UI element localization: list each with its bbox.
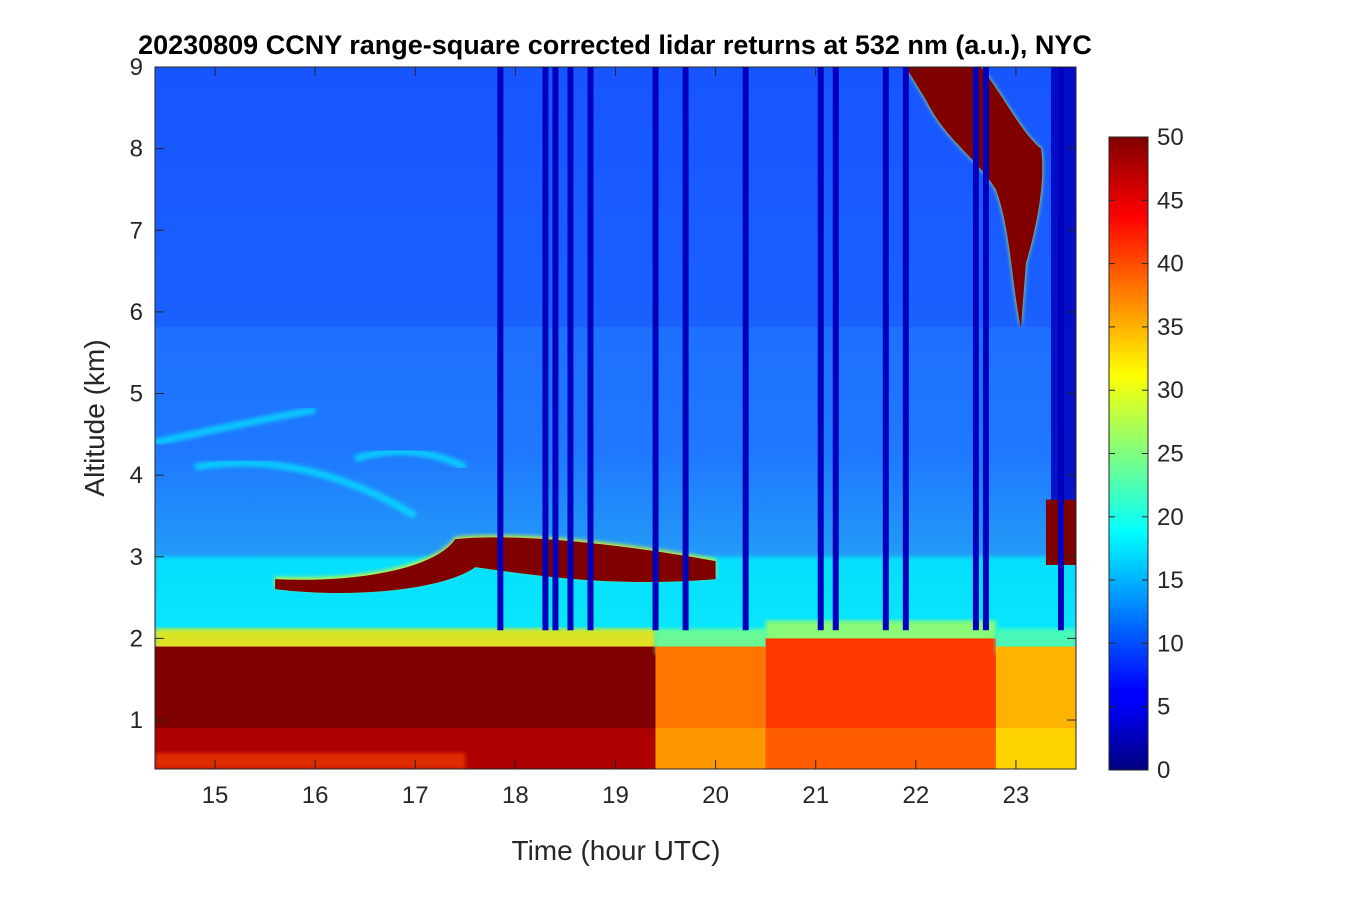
colorbar-tick-label: 5 (1157, 694, 1170, 721)
data-gap-stripe (552, 67, 559, 631)
colorbar-tick-label: 10 (1157, 630, 1184, 657)
cirrus-filament (354, 448, 467, 471)
y-tick-label: 3 (130, 544, 143, 571)
data-gap-stripe (567, 67, 574, 631)
colorbar-tick-label: 20 (1157, 504, 1184, 531)
aerosol-layer (275, 537, 716, 593)
colorbar-tick-label: 45 (1157, 187, 1184, 214)
heatmap-plot-area (155, 67, 1076, 769)
y-tick-label: 8 (130, 136, 143, 163)
high-cloud (905, 67, 1043, 329)
data-gap-stripe (982, 67, 989, 631)
data-gap-stripe (902, 67, 909, 631)
x-tick-label: 18 (502, 782, 529, 809)
colorbar-tick-label: 40 (1157, 251, 1184, 278)
colorbar-tick-label: 15 (1157, 567, 1184, 594)
data-gap-stripe (972, 67, 979, 631)
surface-layer-left (155, 752, 466, 769)
x-tick-label: 16 (302, 782, 329, 809)
colorbar (1108, 136, 1149, 771)
x-tick-label: 23 (1003, 782, 1030, 809)
y-tick-label: 1 (130, 707, 143, 734)
data-gap-stripe (742, 67, 749, 631)
y-axis: 1 2 3 4 5 6 7 8 9 (130, 54, 1076, 734)
surface-layer (655, 728, 766, 769)
heatmap-features (155, 67, 1076, 769)
data-gap-stripe (882, 67, 889, 631)
y-tick-label: 2 (130, 625, 143, 652)
colorbar-ticks: 0 5 10 15 20 25 30 35 40 45 50 (1109, 124, 1184, 784)
x-tick-label: 15 (202, 782, 229, 809)
y-tick-label: 5 (130, 381, 143, 408)
colorbar-tick-label: 25 (1157, 441, 1184, 468)
y-tick-label: 4 (130, 462, 143, 489)
x-tick-label: 22 (902, 782, 929, 809)
data-gap-stripes (497, 67, 1064, 631)
data-gap-stripe (652, 67, 659, 631)
x-axis-label: Time (hour UTC) (512, 835, 721, 866)
data-gap-stripe (497, 67, 504, 631)
data-gap-stripe (682, 67, 689, 631)
data-gap-stripe (1057, 67, 1064, 631)
colorbar-tick-label: 0 (1157, 757, 1170, 784)
data-gap-stripe (542, 67, 549, 631)
data-gap-stripe (587, 67, 594, 631)
x-axis: 15 16 17 18 19 20 21 22 23 (202, 67, 1030, 809)
surface-layer (995, 728, 1076, 769)
y-tick-label: 9 (130, 54, 143, 81)
chart-title: 20230809 CCNY range-square corrected lid… (138, 30, 1092, 60)
x-tick-label: 19 (602, 782, 629, 809)
colorbar-tick-label: 30 (1157, 377, 1184, 404)
colorbar-tick-label: 50 (1157, 124, 1184, 151)
y-axis-label: Altitude (km) (79, 339, 110, 496)
cirrus-filament (194, 459, 418, 519)
x-tick-label: 21 (802, 782, 829, 809)
cirrus-filament (155, 406, 316, 446)
x-tick-label: 17 (402, 782, 429, 809)
surface-layer (765, 728, 996, 769)
data-gap-stripe (832, 67, 839, 631)
colorbar-tick-label: 35 (1157, 314, 1184, 341)
x-tick-label: 20 (702, 782, 729, 809)
data-gap-stripe (817, 67, 824, 631)
y-tick-label: 6 (130, 299, 143, 326)
y-tick-label: 7 (130, 217, 143, 244)
